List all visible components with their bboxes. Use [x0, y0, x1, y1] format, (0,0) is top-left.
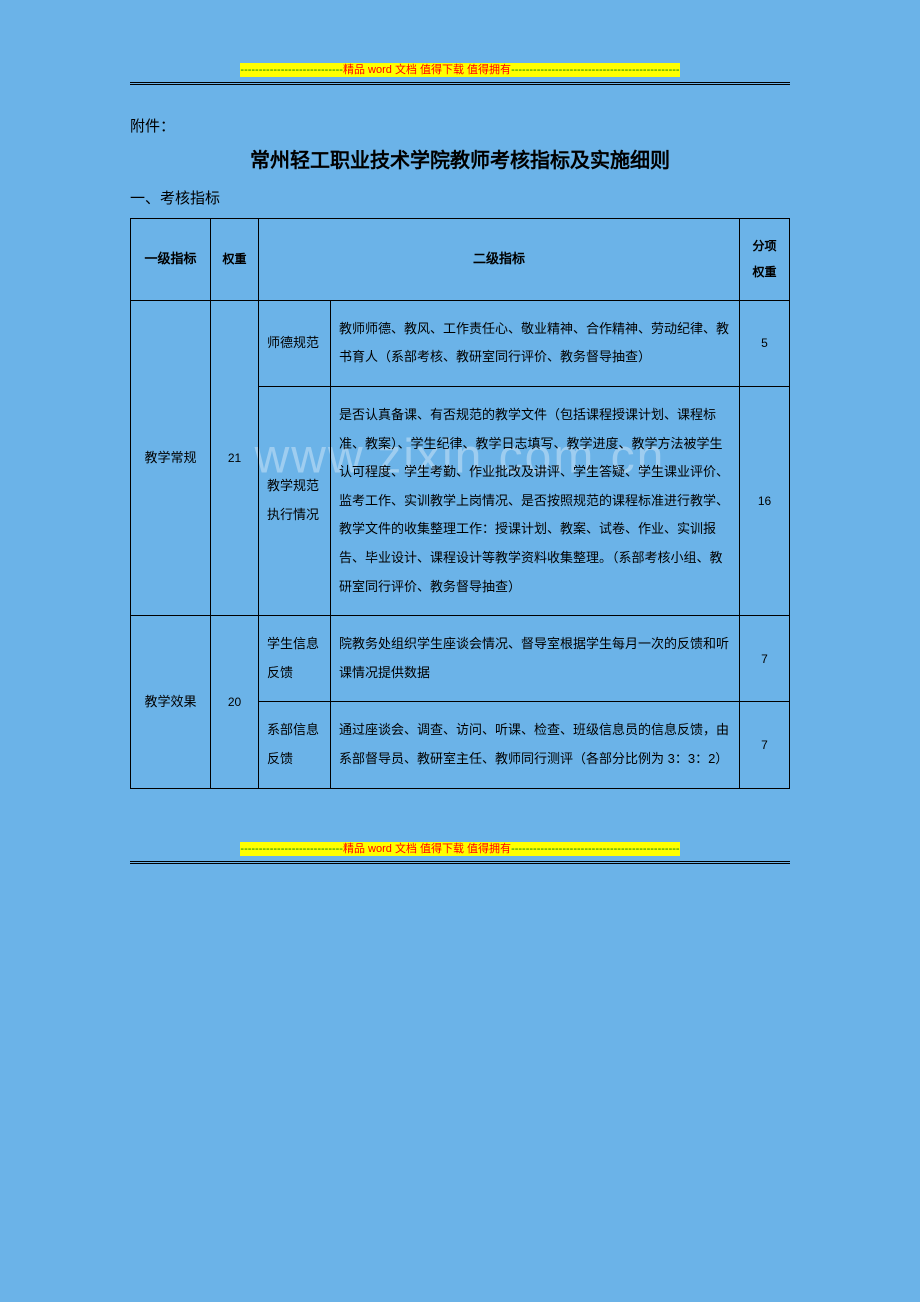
bottom-double-rule [130, 861, 790, 864]
cell-item-name: 师德规范 [259, 300, 331, 386]
cell-item-name: 教学规范执行情况 [259, 386, 331, 615]
assessment-table: 一级指标 权重 二级指标 分项 权重 教学常规 21 师德规范 教师师德、教风、… [130, 218, 790, 789]
cell-weight: 20 [211, 616, 259, 788]
page-content: ----------------------------精品 word 文档 值… [130, 60, 790, 864]
banner-dash-left: ---------------------------- [240, 843, 343, 855]
table-row: 教学效果 20 学生信息反馈 院教务处组织学生座谈会情况、督导室根据学生每月一次… [131, 616, 790, 702]
header-subweight: 分项 权重 [740, 219, 790, 301]
cell-item-name: 系部信息反馈 [259, 702, 331, 788]
cell-item-desc: 是否认真备课、有否规范的教学文件（包括课程授课计划、课程标准、教案）、学生纪律、… [331, 386, 740, 615]
cell-weight: 21 [211, 300, 259, 615]
cell-subweight: 7 [740, 616, 790, 702]
header-level2: 二级指标 [259, 219, 740, 301]
banner-highlight: ----------------------------精品 word 文档 值… [240, 63, 679, 77]
header-weight: 权重 [211, 219, 259, 301]
footer-spacer [130, 789, 790, 839]
banner-highlight: ----------------------------精品 word 文档 值… [240, 842, 679, 856]
header-subweight-line2: 权重 [752, 265, 776, 279]
section-heading: 一、考核指标 [130, 187, 790, 208]
cell-item-desc: 通过座谈会、调查、访问、听课、检查、班级信息员的信息反馈，由系部督导员、教研室主… [331, 702, 740, 788]
banner-dash-right: ----------------------------------------… [511, 64, 680, 76]
top-double-rule [130, 82, 790, 85]
banner-text: 精品 word 文档 值得下载 值得拥有 [343, 843, 511, 855]
cell-item-desc: 教师师德、教风、工作责任心、敬业精神、合作精神、劳动纪律、教书育人（系部考核、教… [331, 300, 740, 386]
banner-dash-right: ----------------------------------------… [511, 843, 680, 855]
header-subweight-line1: 分项 [752, 239, 776, 253]
table-row: 教学常规 21 师德规范 教师师德、教风、工作责任心、敬业精神、合作精神、劳动纪… [131, 300, 790, 386]
cell-level1: 教学常规 [131, 300, 211, 615]
attachment-label: 附件： [130, 115, 790, 136]
document-title: 常州轻工职业技术学院教师考核指标及实施细则 [130, 144, 790, 173]
cell-level1: 教学效果 [131, 616, 211, 788]
cell-subweight: 16 [740, 386, 790, 615]
banner-dash-left: ---------------------------- [240, 64, 343, 76]
top-banner: ----------------------------精品 word 文档 值… [130, 60, 790, 78]
bottom-banner: ----------------------------精品 word 文档 值… [130, 839, 790, 857]
table-header-row: 一级指标 权重 二级指标 分项 权重 [131, 219, 790, 301]
cell-subweight: 7 [740, 702, 790, 788]
header-level1: 一级指标 [131, 219, 211, 301]
cell-subweight: 5 [740, 300, 790, 386]
cell-item-desc: 院教务处组织学生座谈会情况、督导室根据学生每月一次的反馈和听课情况提供数据 [331, 616, 740, 702]
cell-item-name: 学生信息反馈 [259, 616, 331, 702]
banner-text: 精品 word 文档 值得下载 值得拥有 [343, 64, 511, 76]
